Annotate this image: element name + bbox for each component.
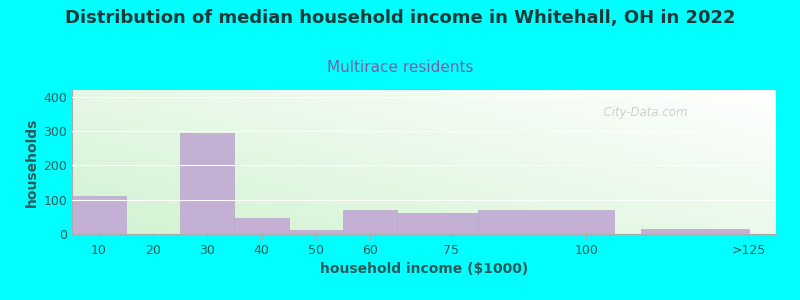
Text: City-Data.com: City-Data.com: [597, 106, 688, 119]
Bar: [72, 196, 126, 234]
X-axis label: household income ($1000): household income ($1000): [320, 262, 528, 276]
Bar: [180, 133, 234, 234]
Bar: [478, 210, 614, 234]
Bar: [342, 210, 397, 234]
Bar: [641, 229, 749, 234]
Text: Distribution of median household income in Whitehall, OH in 2022: Distribution of median household income …: [65, 9, 735, 27]
Y-axis label: households: households: [25, 117, 39, 207]
Text: Multirace residents: Multirace residents: [326, 60, 474, 75]
Bar: [234, 218, 289, 234]
Bar: [289, 230, 342, 234]
Bar: [397, 213, 478, 234]
